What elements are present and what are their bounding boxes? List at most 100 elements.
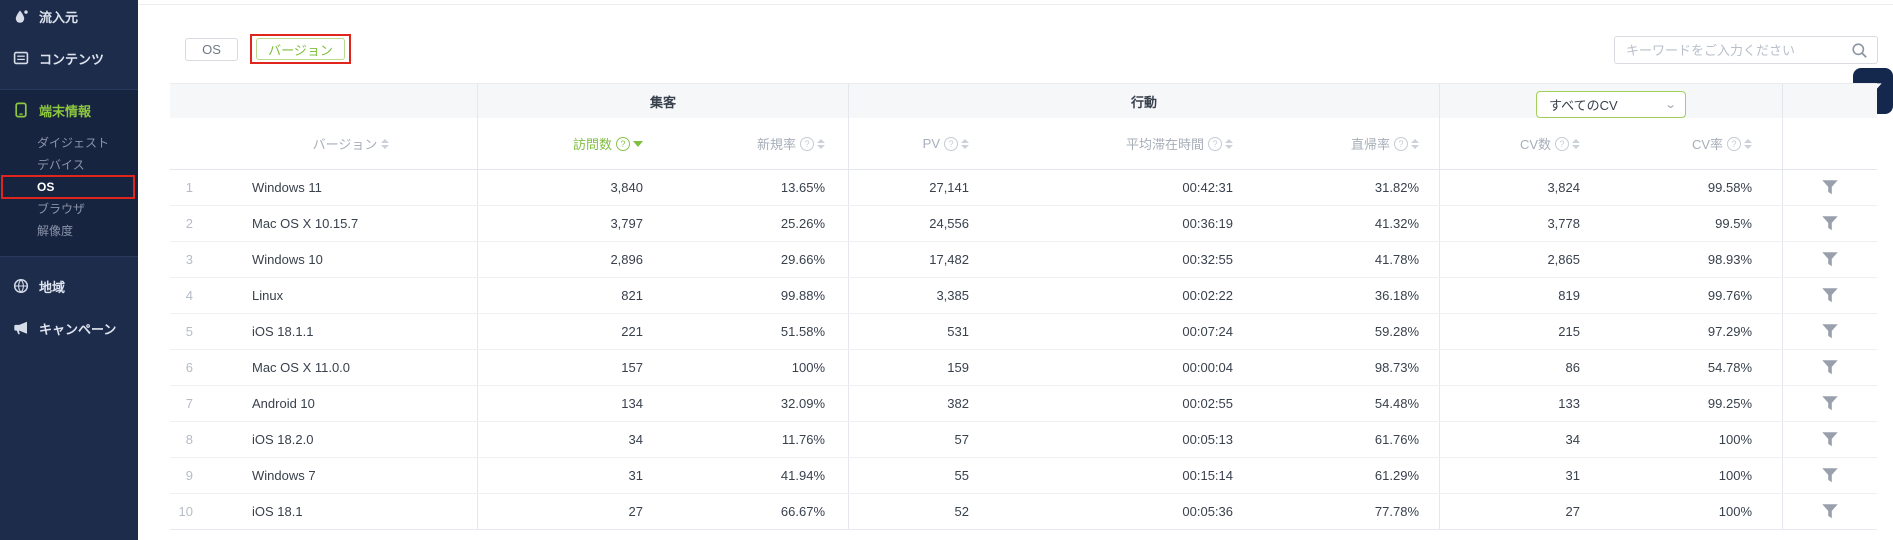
funnel-icon [1822, 360, 1838, 375]
sort-icon[interactable] [961, 138, 969, 149]
header-bounce-rate[interactable]: 直帰率 ? [1253, 118, 1440, 169]
header-cv-rate[interactable]: CV率 ? [1600, 118, 1783, 169]
cv-filter-dropdown[interactable]: すべてのCV ⌄ [1536, 90, 1686, 118]
sort-icon[interactable] [381, 138, 390, 149]
sort-desc-icon[interactable] [633, 140, 643, 147]
cell-visits: 3,840 [610, 180, 643, 195]
sidebar-item-device-info[interactable]: 端末情報 [0, 92, 138, 128]
row-filter-button[interactable] [1783, 278, 1877, 313]
help-icon[interactable]: ? [1394, 136, 1408, 151]
cell-cv-count: 34 [1565, 432, 1580, 447]
cell-rank: 9 [185, 468, 193, 483]
cell-new-rate: 32.09% [663, 386, 849, 421]
funnel-icon [1822, 432, 1838, 447]
sidebar-item-resolution[interactable]: 解像度 [37, 224, 74, 238]
row-filter-button[interactable] [1783, 458, 1877, 493]
cell-cv-count: 27 [1565, 504, 1580, 519]
cell-visits: 134 [621, 396, 643, 411]
cell-avg-stay: 00:02:22 [1182, 288, 1233, 303]
cell-avg-stay: 00:05:13 [1182, 432, 1233, 447]
cell-cv-rate: 97.29% [1600, 314, 1783, 349]
cell-cv-rate: 100% [1600, 422, 1783, 457]
funnel-icon [1822, 252, 1838, 267]
cell-version: iOS 18.1.1 [225, 314, 478, 349]
cell-visits: 34 [628, 432, 643, 447]
row-filter-button[interactable] [1783, 422, 1877, 457]
header-avg-stay[interactable]: 平均滞在時間 ? [989, 118, 1253, 169]
sort-icon[interactable] [1225, 138, 1233, 149]
header-row-filter [1783, 118, 1877, 169]
cell-avg-stay: 00:36:19 [1182, 216, 1233, 231]
cell-cv-count: 215 [1558, 324, 1580, 339]
help-icon[interactable]: ? [800, 136, 814, 151]
main-content: OS バージョン 集客 行動 すべてのCV ⌄ バージョン [138, 0, 1893, 540]
cell-avg-stay: 00:02:55 [1182, 396, 1233, 411]
cell-cv-rate: 100% [1600, 458, 1783, 493]
cell-pv: 382 [947, 396, 969, 411]
cell-version: Windows 10 [225, 242, 478, 277]
help-icon[interactable]: ? [616, 136, 630, 151]
row-filter-button[interactable] [1783, 350, 1877, 385]
search-input[interactable] [1626, 42, 1851, 58]
header-visits[interactable]: 訪問数 ? [478, 118, 663, 169]
megaphone-icon [12, 320, 29, 337]
table-group-header: 集客 行動 すべてのCV ⌄ [170, 83, 1877, 118]
cell-rank: 10 [178, 504, 193, 519]
sidebar-item-device[interactable]: デバイス [37, 158, 85, 172]
table-header-row: バージョン 訪問数 ? 新規率 ? PV ? 平均滞在時間 ? [170, 118, 1877, 170]
row-filter-button[interactable] [1783, 206, 1877, 241]
table-row: 6 Mac OS X 11.0.0 157 100% 159 00:00:04 98.73%… [170, 350, 1877, 386]
cell-visits: 221 [621, 324, 643, 339]
mobile-device-icon [12, 102, 29, 119]
sidebar-item-digest[interactable]: ダイジェスト [37, 136, 110, 150]
sidebar-item-contents[interactable]: コンテンツ [0, 41, 138, 75]
table-row: 3 Windows 10 2,896 29.66% 17,482 00:32:55 41.7… [170, 242, 1877, 278]
row-filter-button[interactable] [1783, 170, 1877, 205]
cell-new-rate: 29.66% [663, 242, 849, 277]
header-cv-count[interactable]: CV数 ? [1440, 118, 1600, 169]
sidebar-item-browser[interactable]: ブラウザ [37, 202, 86, 216]
cell-pv: 27,141 [929, 180, 969, 195]
sidebar-item-label: コンテンツ [39, 51, 105, 67]
cell-cv-rate: 100% [1600, 494, 1783, 529]
header-pv[interactable]: PV ? [849, 118, 989, 169]
row-filter-button[interactable] [1783, 386, 1877, 421]
tab-os[interactable]: OS [185, 38, 238, 61]
row-filter-button[interactable] [1783, 242, 1877, 277]
sort-icon[interactable] [1411, 138, 1419, 149]
cell-cv-rate: 54.78% [1600, 350, 1783, 385]
sidebar-item-inflow[interactable]: 流入元 [0, 0, 138, 33]
funnel-icon [1822, 396, 1838, 411]
cell-cv-count: 2,865 [1547, 252, 1580, 267]
row-filter-button[interactable] [1783, 314, 1877, 349]
sidebar-item-campaign[interactable]: キャンペーン [0, 311, 138, 345]
table-body: 1 Windows 11 3,840 13.65% 27,141 00:42:31 31.8… [170, 170, 1877, 530]
group-spacer [170, 84, 478, 118]
cell-pv: 17,482 [929, 252, 969, 267]
cell-cv-count: 31 [1565, 468, 1580, 483]
group-cv: すべてのCV ⌄ [1440, 84, 1783, 118]
header-version[interactable]: バージョン [225, 118, 478, 169]
help-icon[interactable]: ? [1555, 136, 1569, 151]
search-icon[interactable] [1851, 42, 1868, 59]
tab-version[interactable]: バージョン [250, 34, 351, 64]
cell-version: iOS 18.2.0 [225, 422, 478, 457]
row-filter-button[interactable] [1783, 494, 1877, 529]
sidebar-section-device-info: 端末情報 ダイジェスト デバイス OS ブラウザ 解像度 [0, 89, 138, 257]
sort-icon[interactable] [1744, 138, 1752, 149]
sidebar-item-os[interactable]: OS [0, 175, 138, 199]
help-icon[interactable]: ? [1727, 136, 1741, 151]
funnel-icon [1822, 324, 1838, 339]
sort-icon[interactable] [1572, 138, 1580, 149]
help-icon[interactable]: ? [944, 136, 958, 151]
cell-avg-stay: 00:15:14 [1182, 468, 1233, 483]
sort-icon[interactable] [817, 138, 825, 149]
cell-cv-count: 819 [1558, 288, 1580, 303]
cell-rank: 2 [185, 216, 193, 231]
cell-pv: 159 [947, 360, 969, 375]
cell-avg-stay: 00:32:55 [1182, 252, 1233, 267]
header-new-rate[interactable]: 新規率 ? [663, 118, 849, 169]
sidebar-item-region[interactable]: 地域 [0, 269, 138, 303]
cell-avg-stay: 00:07:24 [1182, 324, 1233, 339]
help-icon[interactable]: ? [1208, 136, 1222, 151]
